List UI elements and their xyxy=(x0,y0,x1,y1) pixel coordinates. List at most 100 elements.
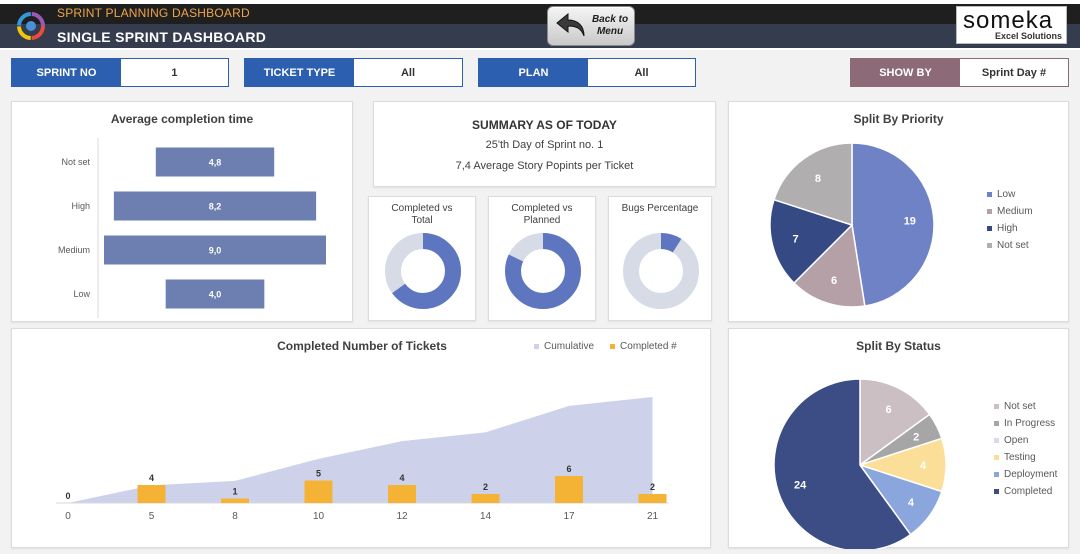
summary-heading: SUMMARY AS OF TODAY xyxy=(472,118,617,132)
legend-label: High xyxy=(997,223,1018,234)
completed-bar xyxy=(388,485,416,503)
legend-item: Open xyxy=(994,432,1057,449)
pie-value-label: 24 xyxy=(794,479,807,491)
donut-fill xyxy=(505,233,581,309)
pie-slice xyxy=(773,142,853,227)
legend-label: Cumulative xyxy=(544,341,595,352)
bugs-percentage-donut xyxy=(623,233,699,309)
completed-value-label: 2 xyxy=(650,482,655,492)
donut-title: Bugs Percentage xyxy=(621,203,699,214)
legend-label: Deployment xyxy=(1004,469,1058,480)
summary-avg-story-points: 7,4 Average Story Popints per Ticket xyxy=(455,160,634,172)
completed-tickets-legend: Cumulative Completed # xyxy=(534,338,677,355)
donut-title: Completed vs Total xyxy=(391,203,453,226)
legend-item: Completed xyxy=(994,483,1057,500)
legend-item: In Progress xyxy=(994,415,1057,432)
legend-label: Not set xyxy=(1004,401,1036,412)
status-title: Split By Status xyxy=(856,339,941,353)
avg-completion-title: Average completion time xyxy=(110,112,254,126)
legend-label: In Progress xyxy=(1004,418,1056,429)
legend-swatch xyxy=(987,243,992,248)
legend-swatch xyxy=(994,489,999,494)
summary-sprint-day: 25'th Day of Sprint no. 1 xyxy=(485,139,604,151)
bar xyxy=(104,235,326,265)
status-legend: Not set In Progress Open Testing Deployment C… xyxy=(994,398,1057,500)
brand-sub: Excel Solutions xyxy=(994,31,1062,41)
header: SPRINT PLANNING DASHBOARD SINGLE SPRINT … xyxy=(0,0,1080,50)
x-tick-label: 0 xyxy=(65,511,71,522)
bar xyxy=(155,147,275,177)
completed-bar xyxy=(638,494,667,503)
completed-bar xyxy=(555,476,583,503)
legend-label: Open xyxy=(1004,435,1029,446)
legend-swatch xyxy=(987,209,992,214)
pie-value-label: 6 xyxy=(886,404,892,416)
x-tick-label: 10 xyxy=(313,511,325,522)
legend-swatch xyxy=(994,472,999,477)
completed-value-label: 6 xyxy=(566,464,571,474)
pie-value-label: 4 xyxy=(920,460,927,472)
ticket-type-select[interactable]: All xyxy=(354,59,462,86)
completed-tickets-title: Completed Number of Tickets xyxy=(277,339,447,353)
legend-label: Completed xyxy=(1004,486,1053,497)
completed-bar xyxy=(137,485,166,503)
bar-value-label: 9,0 xyxy=(209,246,222,256)
donut-completed-vs-total: Completed vs Total xyxy=(368,196,476,321)
show-by-select[interactable]: Sprint Day # xyxy=(960,59,1068,86)
cumulative-area xyxy=(68,397,653,503)
legend-label: Low xyxy=(997,189,1016,200)
legend-item: High xyxy=(987,220,1033,237)
priority-title: Split By Priority xyxy=(853,112,944,126)
x-tick-label: 8 xyxy=(232,511,238,522)
completed-bar xyxy=(471,494,500,503)
avg-completion-chart: Not set 4,8 High 8,2 Medium 9,0 Low 4,0 xyxy=(58,138,326,318)
cumulative-swatch xyxy=(534,344,539,349)
legend-item: Testing xyxy=(994,449,1057,466)
bar xyxy=(113,191,317,221)
x-tick-label: 5 xyxy=(149,511,155,522)
brand-name: someka xyxy=(963,7,1054,34)
completed-swatch xyxy=(610,344,616,349)
completed-tickets-chart: 0 4 1 5 4 2 6 2 0 5 8 10 12 14 17 21 xyxy=(56,397,669,522)
pie-slice xyxy=(773,378,912,549)
donut-fill xyxy=(623,233,699,309)
priority-panel: Split By Priority 19 6 7 8 Low Medium High Not… xyxy=(728,101,1069,322)
filter-ticket-type: TICKET TYPE All xyxy=(244,58,463,87)
completed-value-label: 0 xyxy=(65,491,70,501)
completed-vs-planned-donut xyxy=(505,233,581,309)
header-band-bottom xyxy=(0,24,1080,48)
bar-value-label: 4,8 xyxy=(209,158,222,168)
category-label: Medium xyxy=(58,245,90,255)
sprint-no-select[interactable]: 1 xyxy=(120,59,228,86)
pie-value-label: 19 xyxy=(904,215,916,227)
donut-title: Completed vs Planned xyxy=(511,203,573,226)
legend-label: Not set xyxy=(997,240,1029,251)
page-title: SINGLE SPRINT DASHBOARD xyxy=(57,29,267,45)
completed-value-label: 5 xyxy=(316,469,321,479)
legend-swatch xyxy=(994,455,999,460)
bar-value-label: 8,2 xyxy=(209,202,222,212)
bar-value-label: 4,0 xyxy=(209,290,222,300)
filter-sprint-no: SPRINT NO 1 xyxy=(11,58,229,87)
pie-value-label: 2 xyxy=(913,431,919,443)
donut-track xyxy=(623,233,699,309)
plan-select[interactable]: All xyxy=(587,59,695,86)
app-logo-icon xyxy=(17,12,45,40)
completed-value-label: 1 xyxy=(232,487,237,497)
avg-completion-panel: Average completion time Not set 4,8 High 8,… xyxy=(11,101,353,322)
legend-swatch xyxy=(987,192,992,197)
filter-show-by: SHOW BY Sprint Day # xyxy=(850,58,1069,87)
x-tick-label: 21 xyxy=(647,511,659,522)
status-panel: Split By Status 6 2 4 4 24 Not set In Progres… xyxy=(728,328,1069,549)
legend-swatch xyxy=(994,421,999,426)
legend-swatch xyxy=(987,226,992,231)
back-to-menu-button[interactable]: Back to Menu xyxy=(547,6,635,46)
x-tick-label: 12 xyxy=(396,511,408,522)
legend-swatch xyxy=(994,404,999,409)
completed-value-label: 2 xyxy=(483,482,488,492)
app-title: SPRINT PLANNING DASHBOARD xyxy=(57,6,250,20)
back-arrow-icon xyxy=(556,12,585,37)
legend-label: Medium xyxy=(997,206,1033,217)
completed-value-label: 4 xyxy=(149,473,154,483)
